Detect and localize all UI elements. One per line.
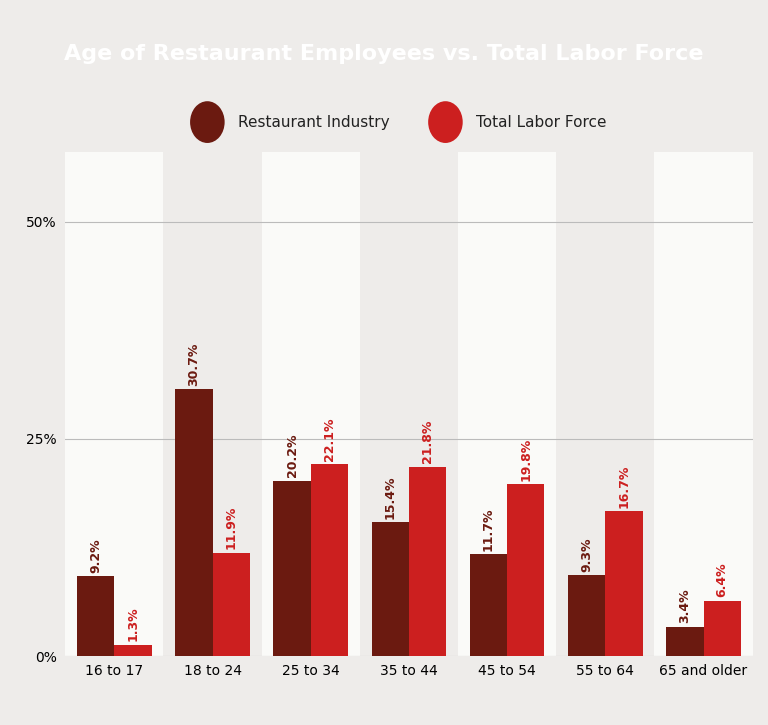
Text: 22.1%: 22.1% <box>323 417 336 460</box>
Ellipse shape <box>428 102 462 143</box>
Bar <box>507 484 545 656</box>
Text: 3.4%: 3.4% <box>678 589 691 623</box>
Bar <box>77 576 114 656</box>
Text: 16.7%: 16.7% <box>617 464 631 507</box>
Text: Restaurant Industry: Restaurant Industry <box>238 115 389 130</box>
Text: 20.2%: 20.2% <box>286 434 299 477</box>
Bar <box>458 152 556 656</box>
Ellipse shape <box>190 102 224 143</box>
Bar <box>470 555 507 656</box>
Bar <box>273 481 311 656</box>
Bar <box>311 464 348 656</box>
Bar <box>175 389 213 656</box>
Text: 21.8%: 21.8% <box>421 420 434 463</box>
Bar <box>65 152 164 656</box>
Text: Age of Restaurant Employees vs. Total Labor Force: Age of Restaurant Employees vs. Total La… <box>65 44 703 64</box>
Bar <box>372 522 409 656</box>
Bar <box>605 511 643 656</box>
Text: Total Labor Force: Total Labor Force <box>476 115 607 130</box>
Bar <box>213 552 250 656</box>
Text: 11.9%: 11.9% <box>225 506 238 550</box>
Bar <box>654 152 753 656</box>
Bar <box>666 626 703 656</box>
Text: 19.8%: 19.8% <box>519 437 532 481</box>
Text: 1.3%: 1.3% <box>127 607 140 642</box>
Bar <box>409 467 446 656</box>
Text: 9.2%: 9.2% <box>89 538 102 573</box>
Text: 30.7%: 30.7% <box>187 343 200 386</box>
Text: 6.4%: 6.4% <box>716 563 729 597</box>
Bar <box>262 152 360 656</box>
Bar <box>114 645 152 656</box>
Bar <box>568 576 605 656</box>
Bar <box>703 600 741 656</box>
Text: 15.4%: 15.4% <box>384 476 397 519</box>
Text: 11.7%: 11.7% <box>482 507 495 551</box>
Text: 9.3%: 9.3% <box>580 537 593 572</box>
